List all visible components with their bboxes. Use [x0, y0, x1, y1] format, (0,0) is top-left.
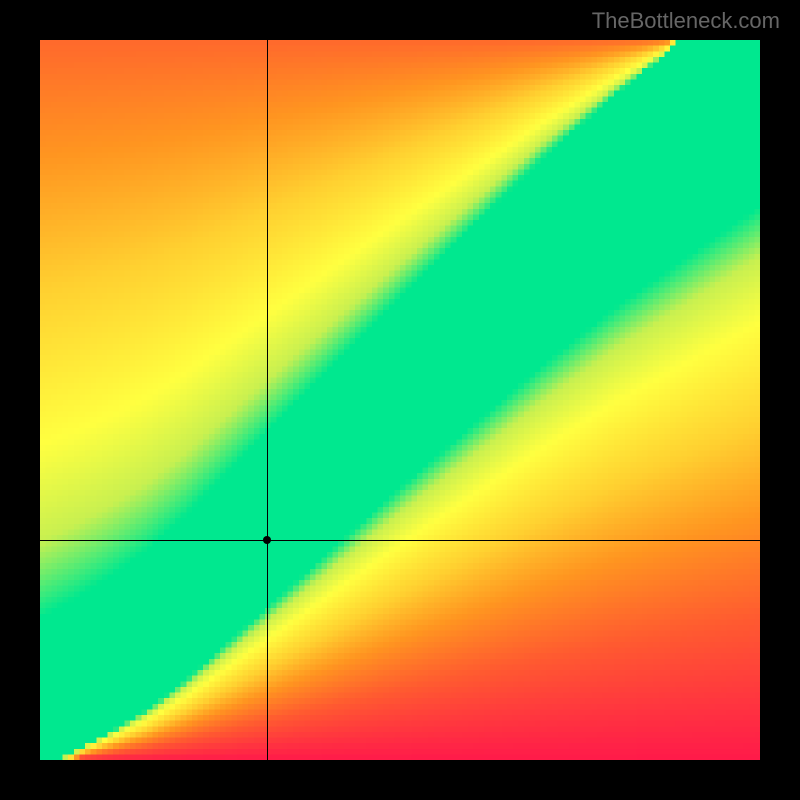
crosshair-horizontal [40, 540, 760, 541]
heatmap-plot-area [40, 40, 760, 760]
heatmap-canvas [40, 40, 760, 760]
chart-container: TheBottleneck.com [0, 0, 800, 800]
crosshair-marker [263, 536, 271, 544]
crosshair-vertical [267, 40, 268, 760]
watermark-text: TheBottleneck.com [592, 8, 780, 34]
